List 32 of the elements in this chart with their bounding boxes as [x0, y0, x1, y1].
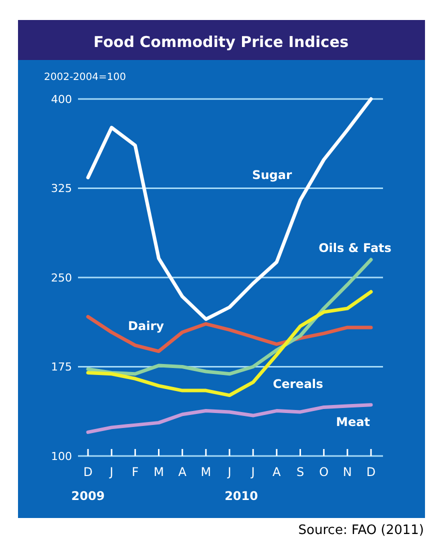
x-tick-label: J: [250, 465, 255, 479]
series-label: Cereals: [272, 377, 324, 391]
x-tick-label: A: [178, 465, 188, 479]
x-tick-label: N: [342, 465, 352, 479]
x-tick-label: D: [366, 465, 376, 479]
x-tick-label: F: [132, 465, 139, 479]
line-series: [86, 290, 373, 398]
x-tick-label: J: [108, 465, 114, 479]
text: 2010: [224, 489, 258, 503]
text: 2009: [71, 489, 105, 503]
y-tick-label: 175: [51, 360, 72, 374]
series-label: Sugar: [252, 168, 292, 182]
x-tick-label: S: [296, 465, 304, 479]
series-label: Meat: [336, 415, 370, 429]
y-tick-label: 250: [51, 271, 72, 284]
x-tick-label: M: [154, 465, 164, 479]
y-tick-label: 400: [51, 92, 72, 106]
x-tick-label: O: [319, 465, 329, 479]
x-tick-label: J: [226, 465, 232, 479]
y-axis-title: 2002-2004=100: [44, 72, 126, 83]
line-series: [86, 315, 373, 354]
y-tick-label: 100: [51, 450, 72, 463]
chart-title: Food Commodity Price Indices: [93, 33, 349, 51]
series-label: Oils & Fats: [318, 241, 392, 255]
x-tick-label: A: [272, 465, 282, 479]
line-series: [86, 403, 373, 434]
source-note: Source: FAO (2011): [298, 523, 424, 538]
y-tick-label: 325: [51, 182, 72, 196]
line-series: [86, 258, 373, 376]
x-tick-label: D: [83, 465, 93, 479]
x-tick-label: M: [200, 465, 212, 479]
series-label: Dairy: [128, 319, 164, 333]
